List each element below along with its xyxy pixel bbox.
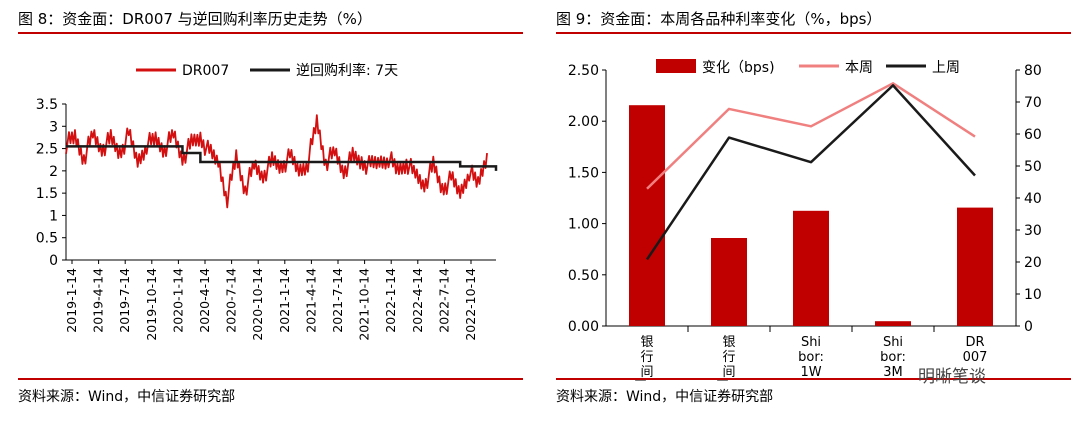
left-line-chart: DR007 逆回购利率: 7天 0 0.5 1 1.5 2 2.5 3 3.5 2019-1-14 2…	[36, 62, 498, 341]
category-label: DR	[965, 335, 984, 350]
legend-swatch-change	[656, 59, 696, 73]
right-axis-tick-label: 40	[1024, 191, 1042, 207]
left-source-rule	[18, 378, 523, 380]
right-axis-tick-label: 70	[1024, 95, 1042, 111]
left-x-tick-label: 2021-4-14	[303, 268, 318, 333]
right-axis-tick-label: 60	[1024, 127, 1042, 143]
left-x-tick-label: 2020-7-14	[224, 268, 239, 333]
legend-label-this-week: 本周	[845, 60, 873, 76]
right-bar-line-chart: 变化（bps) 本周 上周 0.00 0.50 1.00 1.50 2.00 2.50 0 10 20…	[568, 59, 1042, 381]
right-chart-source: 资料来源：Wind，中信证券研究部	[556, 389, 774, 405]
right-source-rule	[556, 378, 1071, 380]
bar-change-0	[629, 105, 665, 326]
right-axis-tick-label: 80	[1024, 63, 1042, 79]
series-line-reverse-repo	[66, 145, 498, 171]
left-axis-tick-label: 0.00	[568, 319, 599, 335]
category-label: 行	[640, 350, 653, 365]
category-label: 3M	[883, 365, 903, 380]
left-axis-tick-label: 2.50	[568, 63, 599, 79]
watermark-text: 明晰笔谈	[918, 367, 986, 387]
right-chart-panel: 图 9：资金面：本周各品种利率变化（%，bps） 变化（bps) 本周 上周 0.00…	[556, 0, 1071, 421]
category-label: 银	[722, 335, 735, 350]
right-axis-tick-label: 30	[1024, 223, 1042, 239]
bar-change-3	[875, 321, 911, 326]
left-chart-panel: 图 8：资金面：DR007 与逆回购利率历史走势（%） DR007 逆回购利率: …	[18, 0, 523, 421]
series-line-dr007	[65, 114, 488, 209]
left-x-tick-label: 2019-1-14	[64, 268, 79, 333]
left-x-tick-label: 2021-1-14	[277, 268, 292, 333]
category-label: 1W	[800, 365, 821, 380]
category-label: 同…	[634, 380, 660, 381]
left-x-tick-label: 2022-1-14	[383, 268, 398, 333]
left-x-tick-label: 2019-7-14	[117, 268, 132, 333]
category-label: 间	[722, 365, 735, 380]
left-y-tick-label: 1	[49, 208, 58, 224]
right-axis-tick-label: 50	[1024, 159, 1042, 175]
right-axis-tick-label: 0	[1024, 319, 1033, 335]
left-chart-title: 图 8：资金面：DR007 与逆回购利率历史走势（%）	[18, 10, 372, 28]
left-x-tick-label: 2022-4-14	[410, 268, 425, 333]
left-chart-source: 资料来源：Wind，中信证券研究部	[18, 389, 236, 405]
right-axis-tick-label: 10	[1024, 287, 1042, 303]
left-x-tick-label: 2020-10-14	[250, 268, 265, 341]
category-label: bor:	[798, 350, 824, 365]
left-y-tick-label: 0.5	[36, 231, 58, 247]
left-axis-tick-label: 1.00	[568, 217, 599, 233]
left-axis-tick-label: 2.00	[568, 114, 599, 130]
left-x-tick-label: 2021-7-14	[330, 268, 345, 333]
right-title-rule	[556, 32, 1071, 34]
left-y-tick-label: 0	[49, 253, 58, 269]
left-y-tick-label: 2.5	[36, 142, 58, 158]
series-line-last-week	[645, 84, 976, 261]
bar-change-4	[957, 207, 993, 326]
left-y-tick-label: 2	[49, 164, 58, 180]
left-x-tick-label: 2019-4-14	[91, 268, 106, 333]
bar-change-1	[711, 238, 747, 326]
category-label: bor:	[880, 350, 906, 365]
category-label: Shi	[883, 335, 903, 350]
left-x-tick-label: 2020-1-14	[170, 268, 185, 333]
left-x-tick-label: 2022-7-14	[436, 268, 451, 333]
left-axis-tick-label: 0.50	[568, 268, 599, 284]
category-label: 行	[722, 350, 735, 365]
left-x-tick-label: 2020-4-14	[197, 268, 212, 333]
left-x-tick-label: 2019-10-14	[144, 268, 159, 341]
legend-label-reverse-repo: 逆回购利率: 7天	[296, 62, 398, 79]
category-label: 银	[640, 335, 653, 350]
series-line-this-week	[646, 82, 976, 190]
legend-label-change: 变化（bps)	[702, 60, 775, 76]
legend-label-dr007: DR007	[182, 63, 229, 79]
left-x-tick-label: 2021-10-14	[357, 268, 372, 341]
right-axis-tick-label: 20	[1024, 255, 1042, 271]
category-label: Shi	[801, 335, 821, 350]
left-x-tick-label: 2022-10-14	[463, 268, 478, 341]
left-y-tick-label: 3	[49, 119, 58, 135]
legend-label-last-week: 上周	[932, 60, 960, 76]
bar-change-2	[793, 210, 829, 326]
category-label: 007	[963, 350, 988, 365]
left-y-tick-label: 1.5	[36, 186, 58, 202]
category-label: 间	[640, 365, 653, 380]
left-y-tick-label: 3.5	[36, 97, 58, 113]
left-axis-tick-label: 1.50	[568, 165, 599, 181]
right-chart-title: 图 9：资金面：本周各品种利率变化（%，bps）	[556, 10, 882, 28]
category-label: 同…	[716, 380, 742, 381]
left-title-rule	[18, 32, 523, 34]
